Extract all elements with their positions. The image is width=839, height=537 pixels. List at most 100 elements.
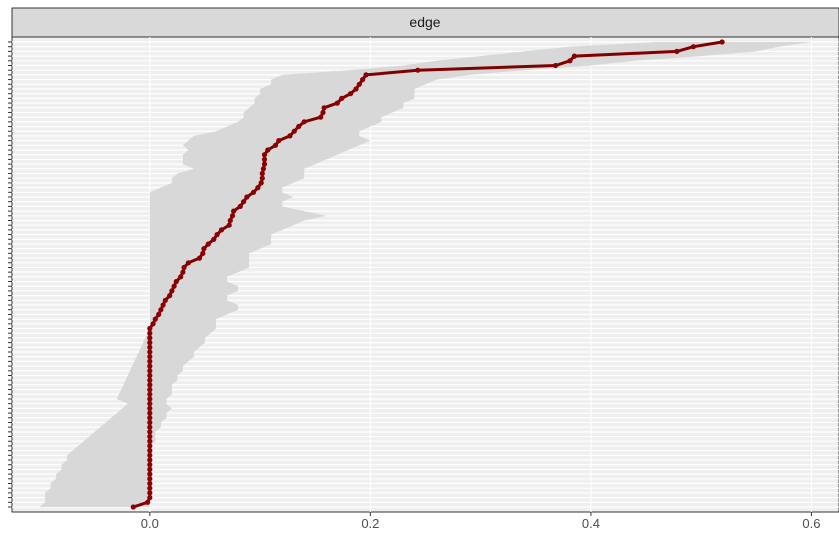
data-point — [255, 185, 261, 191]
data-point — [272, 142, 279, 148]
data-point — [147, 457, 153, 463]
data-point — [185, 260, 191, 266]
data-point — [571, 53, 578, 59]
data-point — [167, 293, 173, 299]
data-point — [147, 476, 153, 482]
data-point — [171, 283, 177, 289]
data-point — [231, 208, 237, 214]
data-point — [160, 302, 166, 308]
data-point — [261, 161, 268, 167]
data-point — [147, 495, 153, 501]
data-point — [147, 335, 153, 341]
data-point — [130, 504, 136, 510]
data-point — [690, 44, 697, 50]
data-point — [147, 452, 153, 458]
data-point — [156, 311, 162, 317]
data-point — [152, 316, 158, 322]
data-point — [147, 438, 153, 444]
data-point — [237, 203, 243, 209]
x-tick-label: 0.4 — [582, 516, 600, 531]
x-tick-label: 0.0 — [141, 516, 159, 531]
data-point — [147, 410, 153, 416]
data-point — [265, 147, 271, 153]
data-point — [291, 128, 297, 134]
x-tick-label: 0.2 — [361, 516, 379, 531]
data-point — [147, 344, 153, 350]
data-point — [227, 217, 233, 224]
data-point — [147, 471, 153, 477]
data-point — [178, 274, 184, 280]
data-point — [347, 91, 354, 97]
data-point — [287, 133, 293, 139]
data-point — [196, 255, 203, 261]
data-point — [181, 264, 187, 271]
data-point — [211, 236, 217, 242]
data-point — [339, 95, 345, 101]
data-point — [147, 396, 153, 402]
data-point — [250, 189, 257, 195]
data-point — [229, 213, 236, 219]
data-point — [201, 246, 207, 252]
points-layer — [130, 39, 725, 510]
data-point — [259, 175, 265, 181]
confidence-ribbon — [39, 42, 812, 507]
data-point — [719, 39, 725, 45]
data-point — [258, 180, 264, 186]
data-point — [147, 448, 153, 454]
data-point — [321, 105, 327, 111]
data-point — [147, 387, 153, 393]
data-point — [200, 250, 206, 256]
data-point — [318, 114, 324, 120]
data-point — [169, 288, 175, 294]
x-tick-label: 0.6 — [802, 516, 820, 531]
data-point — [334, 100, 340, 106]
data-point — [356, 81, 362, 87]
data-point — [363, 72, 369, 78]
data-point — [147, 391, 153, 397]
data-point — [147, 372, 153, 379]
data-point — [218, 227, 225, 233]
data-point — [147, 480, 153, 487]
data-point — [147, 429, 153, 435]
x-axis: 0.0 0.2 0.4 0.6 — [141, 512, 820, 531]
data-point — [147, 485, 153, 491]
data-point — [260, 166, 266, 172]
data-point — [147, 363, 153, 369]
data-point — [147, 433, 153, 440]
data-point — [147, 358, 153, 364]
facet-label: edge — [409, 14, 440, 30]
data-point — [147, 349, 153, 355]
data-point — [162, 297, 168, 303]
data-point — [147, 443, 153, 449]
data-point — [147, 415, 153, 421]
y-axis-ticks — [8, 41, 12, 508]
data-point — [180, 269, 186, 275]
data-point — [241, 199, 247, 205]
data-point — [320, 109, 326, 116]
data-point — [147, 340, 153, 346]
data-point — [147, 419, 153, 426]
data-point — [674, 48, 680, 55]
data-point — [214, 232, 220, 238]
data-point — [205, 241, 211, 247]
data-point — [296, 123, 302, 130]
data-point — [147, 424, 153, 430]
data-point — [147, 325, 153, 332]
data-point — [226, 222, 232, 228]
data-point — [173, 278, 179, 285]
data-point — [147, 354, 153, 360]
data-point — [301, 119, 307, 125]
data-point — [145, 499, 151, 505]
data-point — [150, 321, 156, 327]
data-point — [244, 194, 250, 200]
data-point — [147, 377, 153, 383]
strip-background — [11, 7, 839, 38]
data-point — [158, 307, 164, 313]
data-point — [567, 58, 573, 64]
data-point — [360, 77, 366, 83]
data-point — [147, 490, 153, 496]
facet-strip: edge — [11, 7, 839, 38]
data-point — [147, 462, 153, 468]
data-point — [147, 368, 153, 374]
